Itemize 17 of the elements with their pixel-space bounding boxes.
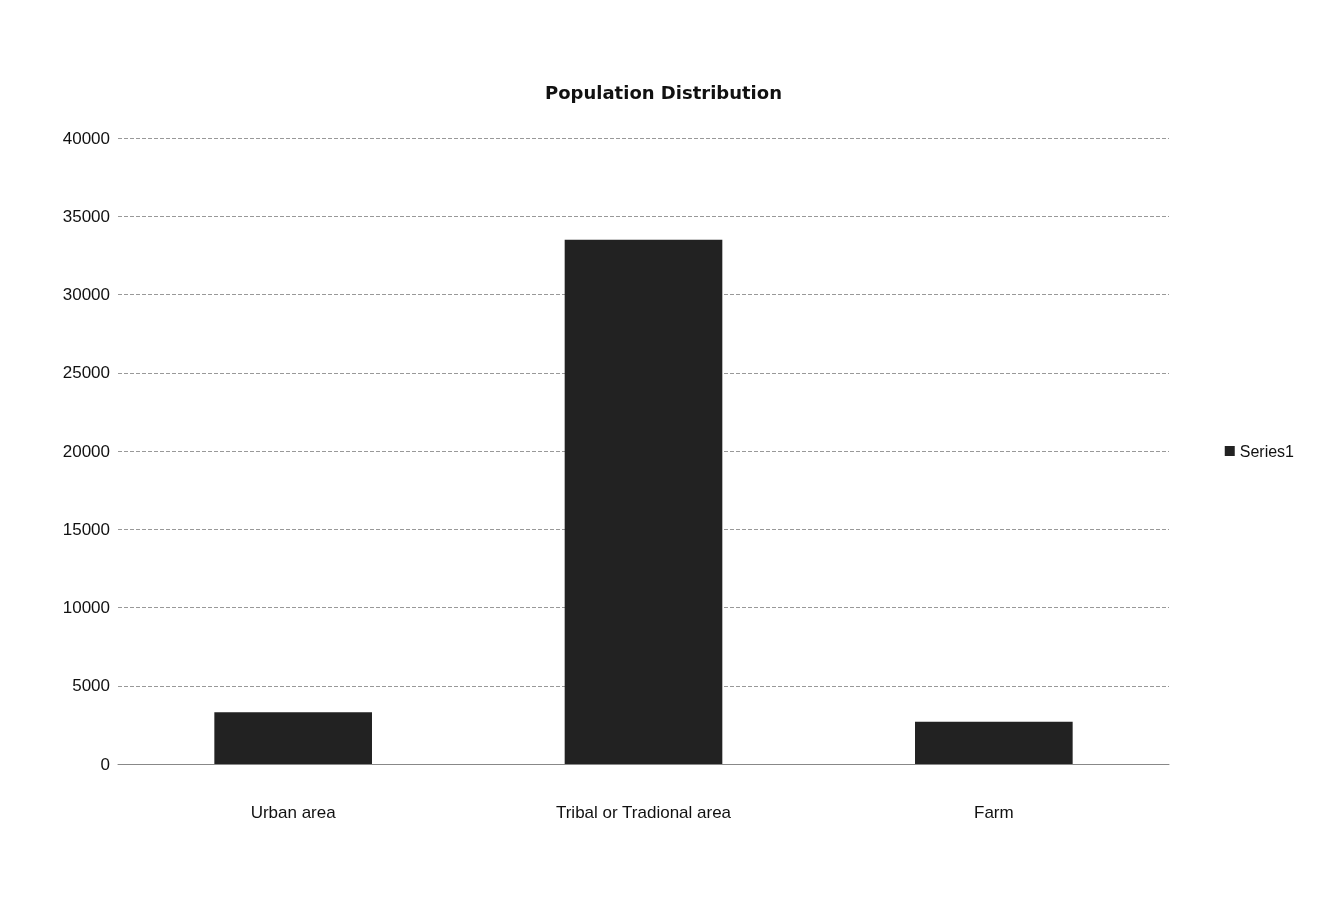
y-tick-label: 15000 [62,519,110,539]
chart-title: Population Distribution [545,81,782,103]
legend-label: Series1 [1239,442,1295,460]
y-tick-label: 25000 [62,363,110,383]
x-tick-label: Farm [974,803,1014,822]
bar [214,712,372,764]
y-tick-label: 40000 [62,128,110,148]
y-tick-label: 5000 [72,676,110,696]
y-tick-label: 35000 [62,206,110,226]
x-tick-label: Urban area [250,803,337,822]
y-tick-label: 30000 [62,285,110,304]
bar [564,239,723,764]
bar [915,721,1073,764]
y-tick-label: 20000 [62,441,110,461]
y-tick-label: 10000 [62,598,110,617]
y-tick-label: 0 [100,754,110,774]
x-tick-label: Tribal or Tradional area [555,803,732,822]
